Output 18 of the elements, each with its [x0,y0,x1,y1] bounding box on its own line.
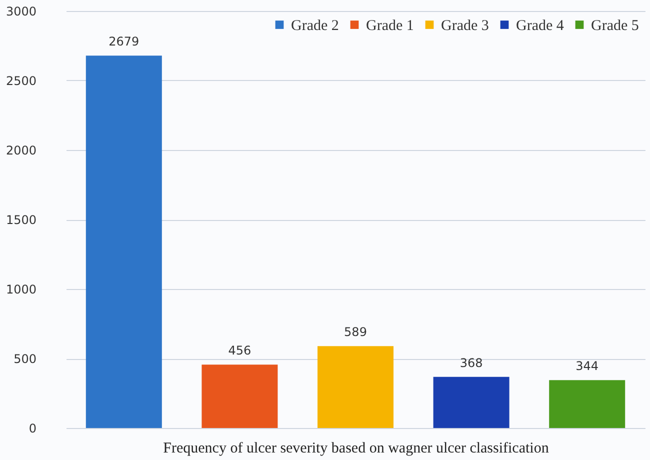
data-label: 344 [576,359,599,374]
legend-label: Grade 5 [591,18,639,34]
data-label: 589 [344,325,367,340]
y-tick-label: 1000 [6,282,36,296]
legend-label: Grade 3 [441,18,489,34]
x-axis-title: Frequency of ulcer severity based on wagner ulcer classification [163,440,550,456]
data-label: 368 [460,356,483,370]
y-tick-label: 3000 [6,4,36,18]
y-tick-label: 1500 [6,213,36,227]
legend-label: Grade 4 [516,18,564,34]
data-label: 456 [228,344,252,358]
y-tick-label: 2000 [6,144,36,158]
data-label: 2679 [108,34,140,49]
y-tick-label: 500 [14,352,36,366]
legend-label: Grade 1 [366,18,414,34]
y-tick-label: 0 [28,422,36,436]
y-tick-label: 2500 [6,74,36,88]
legend-label: Grade 2 [291,18,339,34]
